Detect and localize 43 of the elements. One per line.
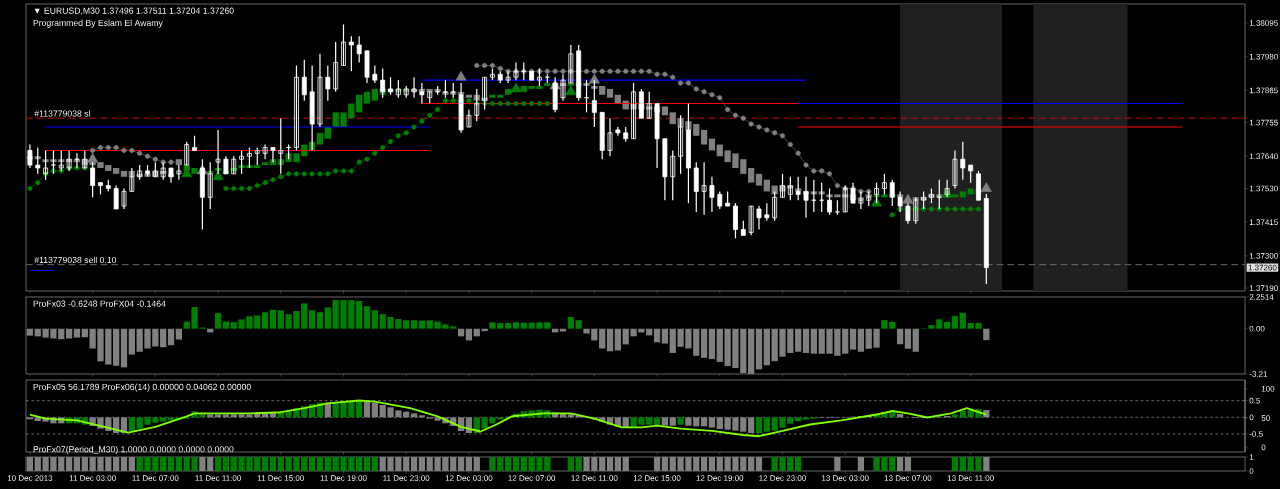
chart-title: ProFx05 56.1789 ProFx06(14) 0.00000 0.04062 0.00000	[33, 383, 251, 392]
y2-tick-label: 50	[1261, 415, 1270, 421]
x-tick-label: 13 Dec 07:00	[884, 475, 932, 481]
x-tick-label: 12 Dec 19:00	[696, 475, 744, 481]
y-tick-label: 1.37530	[1249, 185, 1278, 192]
x-tick-label: 13 Dec 03:00	[822, 475, 869, 481]
ref-line-label: #113779038 sl	[34, 110, 90, 117]
x-tick-label: 11 Dec 11:00	[195, 475, 241, 481]
y-tick-label: 1.37415	[1249, 219, 1278, 226]
x-tick-label: 11 Dec 19:00	[320, 475, 367, 481]
x-tick-label: 10 Dec 2013	[7, 475, 53, 481]
x-tick-label: 12 Dec 07:00	[508, 475, 556, 481]
x-tick-label: 11 Dec 03:00	[69, 475, 116, 481]
y-tick-label: 1.38095	[1249, 20, 1278, 26]
y-tick-label: 1.37190	[1249, 285, 1278, 291]
x-tick-label: 11 Dec 23:00	[383, 475, 430, 481]
y-tick-label: 1	[1249, 454, 1254, 460]
x-tick-label: 12 Dec 15:00	[633, 475, 681, 481]
y-tick-label: 1.37865	[1249, 87, 1278, 94]
y-tick-label: 0.5	[1249, 397, 1261, 404]
y-tick-label: 1.37640	[1249, 153, 1278, 160]
y-tick-label: -3.21	[1249, 371, 1268, 377]
y-tick-label: 0.00	[1249, 325, 1265, 332]
x-tick-label: 11 Dec 15:00	[257, 475, 304, 481]
y-tick-label: 2.2514	[1249, 294, 1274, 300]
y-tick-label: 0	[1249, 468, 1254, 474]
text: Programmed By Eslam El Awamy	[33, 19, 163, 28]
x-tick-label: 12 Dec 11:00	[571, 475, 618, 481]
chart-title: ▼ EURUSD,M30 1.37496 1.37511 1.37204 1.37260	[34, 7, 234, 15]
chart-title: ProFx07(Period_M30) 1.0000 0.0000 0.0000 0.0000	[33, 446, 234, 455]
y2-tick-label: 100	[1261, 385, 1275, 392]
ref-line-label: #113779038 sell 0.10	[34, 256, 117, 264]
text: 1.37260	[1248, 264, 1277, 271]
y-tick-label: 1.37755	[1249, 119, 1278, 126]
y-tick-label: 0	[1249, 414, 1254, 421]
y-tick-label: 1.37980	[1249, 53, 1278, 60]
x-tick-label: 13 Dec 11:00	[947, 475, 994, 481]
y-tick-label: -0.5	[1249, 431, 1263, 437]
x-tick-label: 12 Dec 03:00	[445, 475, 493, 481]
y-tick-label: 1.37300	[1249, 253, 1278, 259]
x-tick-label: 11 Dec 07:00	[132, 475, 179, 481]
x-tick-label: 12 Dec 23:00	[759, 475, 806, 481]
chart-title: ProFx03 -0.6248 ProFX04 -0.1464	[33, 300, 166, 307]
